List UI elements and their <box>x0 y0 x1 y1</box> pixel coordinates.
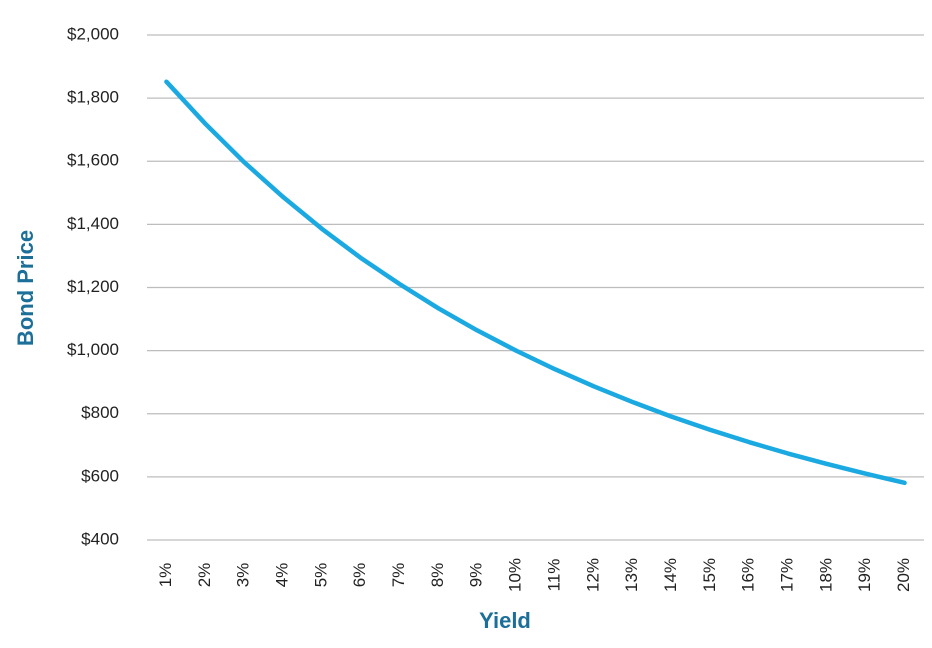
y-tick-label: $2,000 <box>67 24 119 43</box>
x-tick-label: 16% <box>739 558 758 592</box>
x-axis-title: Yield <box>479 608 531 633</box>
x-tick-label: 1% <box>156 563 175 588</box>
x-tick-label: 5% <box>311 563 330 588</box>
x-tick-label: 6% <box>350 563 369 588</box>
y-tick-label: $400 <box>81 529 119 548</box>
x-tick-label: 15% <box>700 558 719 592</box>
x-tick-label: 4% <box>272 563 291 588</box>
y-tick-label: $1,400 <box>67 214 119 233</box>
y-tick-label: $600 <box>81 466 119 485</box>
x-tick-label: 9% <box>467 563 486 588</box>
y-tick-label: $1,800 <box>67 88 119 107</box>
x-tick-label: 13% <box>622 558 641 592</box>
x-tick-label: 2% <box>195 563 214 588</box>
y-axis-title: Bond Price <box>13 230 38 346</box>
x-tick-label: 20% <box>894 558 913 592</box>
x-tick-label: 19% <box>855 558 874 592</box>
x-tick-label: 3% <box>234 563 253 588</box>
y-tick-label: $800 <box>81 403 119 422</box>
y-tick-label: $1,600 <box>67 151 119 170</box>
y-tick-label: $1,200 <box>67 277 119 296</box>
x-tick-label: 18% <box>816 558 835 592</box>
x-tick-label: 14% <box>661 558 680 592</box>
x-tick-label: 17% <box>778 558 797 592</box>
x-tick-label: 8% <box>428 563 447 588</box>
x-tick-label: 11% <box>544 559 563 592</box>
x-tick-label: 10% <box>506 558 525 592</box>
line <box>164 79 907 486</box>
x-tick-label: 7% <box>389 563 408 588</box>
x-tick-label: 12% <box>583 558 602 592</box>
y-tick-label: $1,000 <box>67 340 119 359</box>
